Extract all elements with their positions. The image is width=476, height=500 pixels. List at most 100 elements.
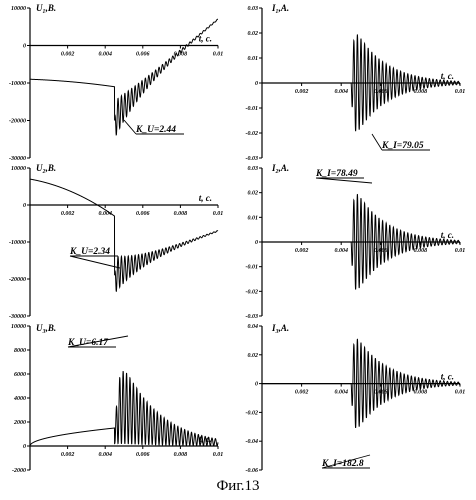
chart-i1: 0.03 0.02 0.01 0 -0.01 -0.02 -0.03 0.002 0.004 0.… bbox=[246, 3, 466, 162]
coefficient-annotation: K_U=6.17 bbox=[67, 338, 109, 348]
x-tick-label: 0.004 bbox=[334, 248, 348, 254]
x-tick-label: 0.008 bbox=[414, 248, 428, 254]
x-tick-label: 0.004 bbox=[98, 52, 112, 58]
y-tick-label: 0.04 bbox=[248, 324, 259, 330]
y-tick-label: 0.02 bbox=[248, 191, 259, 197]
x-axis-label: t, c. bbox=[199, 34, 212, 44]
series-line-i2 bbox=[262, 193, 461, 290]
x-axis-label: t, c. bbox=[441, 71, 454, 81]
x-tick-label: 0.002 bbox=[61, 211, 75, 217]
y-tick-label: -2000 bbox=[12, 468, 26, 474]
x-axis-label: t, c. bbox=[441, 372, 454, 382]
x-tick-label: 0.01 bbox=[213, 52, 224, 58]
coefficient-annotation: K_U=2.44 bbox=[135, 125, 176, 135]
y-tick-label: 0.02 bbox=[248, 353, 259, 359]
y-tick-label: -20000 bbox=[9, 119, 26, 125]
y-axis-label: I₁,А. bbox=[271, 3, 289, 13]
chart-i2: 0.03 0.02 0.01 0 -0.01 -0.02 -0.03 0.002 0.004 0.… bbox=[246, 163, 466, 320]
chart-u1: 10000 0 -10000 -20000 -30000 0.002 0.004 0.006 0… bbox=[9, 3, 223, 162]
x-tick-label: 0.004 bbox=[334, 390, 348, 396]
x-axis-label: t, c. bbox=[441, 230, 454, 240]
x-tick-label: 0.01 bbox=[455, 248, 466, 254]
x-tick-label: 0.002 bbox=[295, 248, 309, 254]
annotation-leader bbox=[371, 133, 383, 151]
y-axis-label: U₃,В. bbox=[36, 323, 56, 333]
y-tick-label: 2000 bbox=[13, 420, 26, 426]
series-line-u3 bbox=[29, 371, 219, 447]
x-tick-label: 0.01 bbox=[455, 390, 466, 396]
series-line-u1 bbox=[30, 18, 219, 136]
y-axis-label: U₂,В. bbox=[36, 163, 56, 173]
y-tick-label: -30000 bbox=[9, 156, 26, 162]
annotation-leader bbox=[67, 335, 129, 348]
y-tick-label: 4000 bbox=[13, 396, 26, 402]
y-tick-label: 10000 bbox=[11, 6, 26, 12]
y-tick-label: -10000 bbox=[9, 240, 26, 246]
y-tick-label: -0.01 bbox=[246, 106, 259, 112]
x-tick-label: 0.008 bbox=[414, 89, 428, 95]
x-tick-label: 0.01 bbox=[213, 452, 224, 458]
y-tick-label: 0.03 bbox=[248, 166, 259, 172]
coefficient-annotation: K_I=182.8 bbox=[321, 459, 364, 469]
y-tick-label: -30000 bbox=[9, 314, 26, 320]
x-tick-label: 0.006 bbox=[136, 452, 150, 458]
series-line-u2 bbox=[29, 178, 219, 293]
x-tick-label: 0.002 bbox=[295, 89, 309, 95]
y-tick-label: 0.01 bbox=[248, 56, 259, 62]
x-tick-label: 0.008 bbox=[174, 52, 188, 58]
x-tick-label: 0.008 bbox=[174, 452, 188, 458]
x-tick-label: 0.006 bbox=[136, 52, 150, 58]
y-axis-label: U₁,В. bbox=[36, 3, 56, 13]
y-tick-label: 0 bbox=[23, 203, 26, 209]
x-tick-label: 0.008 bbox=[414, 390, 428, 396]
x-tick-label: 0.006 bbox=[374, 248, 388, 254]
x-axis-label: t, c. bbox=[199, 193, 212, 203]
y-tick-label: -10000 bbox=[9, 81, 26, 87]
y-tick-label: -0.03 bbox=[246, 314, 259, 320]
y-tick-label: -0.06 bbox=[246, 468, 259, 474]
y-tick-label: 0 bbox=[255, 240, 258, 246]
y-tick-label: -0.02 bbox=[246, 289, 259, 295]
x-tick-label: 0.006 bbox=[136, 211, 150, 217]
annotation-leader bbox=[123, 119, 137, 135]
x-tick-label: 0.002 bbox=[61, 52, 75, 58]
annotation-leader bbox=[315, 177, 373, 184]
series-line-i3 bbox=[262, 338, 461, 429]
y-tick-label: 0 bbox=[255, 382, 258, 388]
chart-u3: 10000 8000 6000 4000 2000 0 -2000 0.002 0.004 0.0… bbox=[11, 323, 223, 474]
chart-i3: 0.04 0.02 0 -0.02 -0.04 -0.06 0.002 0.004 0.006 0… bbox=[246, 323, 466, 474]
coefficient-annotation: K_U=2.34 bbox=[69, 247, 110, 257]
x-tick-label: 0.01 bbox=[455, 89, 466, 95]
annotation-leader bbox=[69, 255, 121, 269]
x-tick-label: 0.002 bbox=[295, 390, 309, 396]
y-tick-label: 0 bbox=[255, 81, 258, 87]
x-tick-label: 0.004 bbox=[98, 211, 112, 217]
y-tick-label: -0.02 bbox=[246, 410, 259, 416]
y-tick-label: 0 bbox=[23, 44, 26, 50]
y-tick-label: -20000 bbox=[9, 277, 26, 283]
series-line-i1 bbox=[262, 34, 461, 132]
x-tick-label: 0.002 bbox=[61, 452, 75, 458]
annotation-leader bbox=[321, 454, 371, 469]
x-tick-label: 0.01 bbox=[213, 211, 224, 217]
x-tick-label: 0.004 bbox=[98, 452, 112, 458]
y-tick-label: 10000 bbox=[11, 166, 26, 172]
x-tick-label: 0.004 bbox=[334, 89, 348, 95]
figure-caption: Фиг.13 bbox=[216, 478, 260, 494]
y-tick-label: 0.03 bbox=[248, 6, 259, 12]
x-tick-label: 0.006 bbox=[374, 89, 388, 95]
y-tick-label: 8000 bbox=[14, 348, 26, 354]
y-tick-label: 0.01 bbox=[248, 215, 259, 221]
x-tick-label: 0.006 bbox=[374, 390, 388, 396]
chart-u2: 10000 0 -10000 -20000 -30000 0.002 0.004 0.006 0… bbox=[9, 163, 223, 320]
y-tick-label: -0.02 bbox=[246, 131, 259, 137]
coefficient-annotation: K_I=79.05 bbox=[381, 141, 424, 151]
y-axis-label: I₂,А. bbox=[271, 163, 289, 173]
y-tick-label: 6000 bbox=[14, 372, 26, 378]
x-tick-label: 0.008 bbox=[174, 211, 188, 217]
y-tick-label: 0 bbox=[23, 444, 26, 450]
y-tick-label: -0.04 bbox=[246, 439, 259, 445]
coefficient-annotation: K_I=78.49 bbox=[315, 169, 358, 179]
y-tick-label: 10000 bbox=[11, 324, 26, 330]
